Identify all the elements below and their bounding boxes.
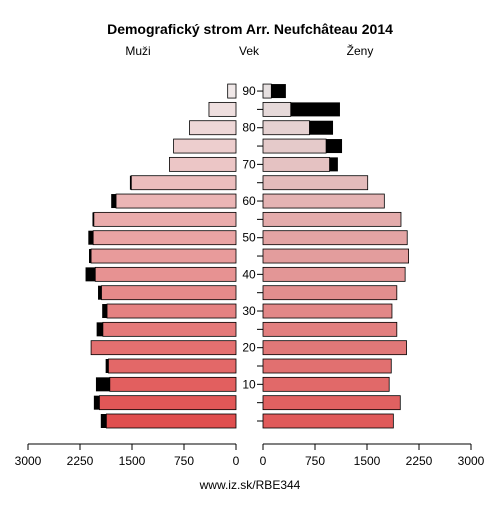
women-x-tick-label-2250: 2250 — [406, 454, 433, 468]
age-tick-label-80: 80 — [242, 121, 256, 135]
men-excess-bar-25-29 — [96, 322, 103, 337]
women-label: Ženy — [347, 43, 374, 58]
women-bar-60-64 — [262, 193, 385, 209]
men-bar-10-14 — [109, 376, 237, 392]
men-label: Muži — [125, 44, 150, 58]
women-bar-10-14 — [262, 376, 390, 392]
women-bar-55-59 — [262, 211, 402, 227]
men-bar-70-74 — [169, 156, 237, 172]
men-excess-bar-45-49 — [89, 249, 92, 264]
men-bar-50-54 — [92, 230, 237, 246]
men-excess-bar-50-54 — [88, 230, 94, 245]
women-excess-bar-90+ — [271, 84, 286, 99]
age-tick-label-20: 20 — [242, 341, 256, 355]
women-bar-80-84 — [262, 120, 310, 136]
women-bar-50-54 — [262, 230, 408, 246]
men-bar-55-59 — [93, 211, 237, 227]
men-excess-bar-40-44 — [85, 267, 96, 282]
men-x-tick-label-2250: 2250 — [67, 454, 94, 468]
men-bar-75-79 — [173, 138, 237, 154]
women-bar-45-49 — [262, 248, 410, 264]
women-excess-bar-80-84 — [309, 120, 334, 135]
women-bar-40-44 — [262, 266, 406, 282]
axes-group: 10 20 30 40 50 60 70 80 90 0 0 750 750 1500 1500 2250 22… — [15, 84, 485, 468]
men-excess-bar-35-39 — [98, 285, 102, 300]
women-bar-85-89 — [262, 101, 292, 117]
men-bar-60-64 — [115, 193, 237, 209]
women-bar-30-34 — [262, 303, 393, 319]
age-tick-label-10: 10 — [242, 377, 256, 391]
men-excess-bar-5-9 — [93, 395, 100, 410]
age-tick-label-40: 40 — [242, 267, 256, 281]
bars-group — [85, 83, 410, 429]
men-bar-90+ — [227, 83, 237, 99]
women-x-tick-label-750: 750 — [305, 454, 325, 468]
men-x-tick-label-3000: 3000 — [15, 454, 42, 468]
women-bar-25-29 — [262, 321, 398, 337]
men-x-tick-label-0: 0 — [233, 454, 240, 468]
age-axis-label: Vek — [239, 44, 260, 58]
age-tick-label-50: 50 — [242, 231, 256, 245]
men-excess-bar-0-4 — [100, 414, 107, 428]
women-bar-0-4 — [262, 413, 394, 429]
age-tick-label-90: 90 — [242, 84, 256, 98]
men-bar-0-4 — [105, 413, 237, 429]
men-bar-20-24 — [90, 340, 237, 356]
women-excess-bar-70-74 — [329, 157, 338, 172]
age-tick-label-60: 60 — [242, 194, 256, 208]
footer-url: www.iz.sk/RBE344 — [199, 478, 301, 492]
women-x-tick-label-3000: 3000 — [458, 454, 485, 468]
men-excess-bar-15-19 — [105, 359, 109, 374]
men-excess-bar-60-64 — [111, 194, 117, 209]
men-excess-bar-65-69 — [129, 175, 132, 190]
men-bar-45-49 — [90, 248, 237, 264]
men-x-tick-label-750: 750 — [174, 454, 194, 468]
age-tick-label-30: 30 — [242, 304, 256, 318]
women-bar-65-69 — [262, 175, 369, 191]
age-tick-label-70: 70 — [242, 157, 256, 171]
women-bar-20-24 — [262, 340, 407, 356]
men-excess-bar-10-14 — [95, 377, 110, 392]
women-excess-bar-85-89 — [290, 102, 340, 117]
men-bar-80-84 — [189, 120, 237, 136]
men-bar-5-9 — [99, 395, 237, 411]
women-bar-35-39 — [262, 285, 398, 301]
men-excess-bar-30-34 — [102, 304, 108, 319]
men-bar-15-19 — [108, 358, 237, 374]
women-bar-70-74 — [262, 156, 330, 172]
women-bar-5-9 — [262, 395, 401, 411]
men-bar-40-44 — [94, 266, 237, 282]
women-bar-75-79 — [262, 138, 327, 154]
men-bar-85-89 — [208, 101, 237, 117]
women-excess-bar-75-79 — [326, 139, 343, 154]
men-x-tick-label-1500: 1500 — [119, 454, 146, 468]
women-x-tick-label-0: 0 — [260, 454, 267, 468]
chart-title: Demografický strom Arr. Neufchâteau 2014 — [107, 21, 393, 37]
men-bar-25-29 — [102, 321, 237, 337]
women-bar-90+ — [262, 83, 272, 99]
men-bar-30-34 — [106, 303, 237, 319]
men-excess-bar-55-59 — [92, 212, 94, 227]
women-bar-15-19 — [262, 358, 392, 374]
women-x-tick-label-1500: 1500 — [354, 454, 381, 468]
men-bar-35-39 — [101, 285, 237, 301]
men-bar-65-69 — [130, 175, 237, 191]
